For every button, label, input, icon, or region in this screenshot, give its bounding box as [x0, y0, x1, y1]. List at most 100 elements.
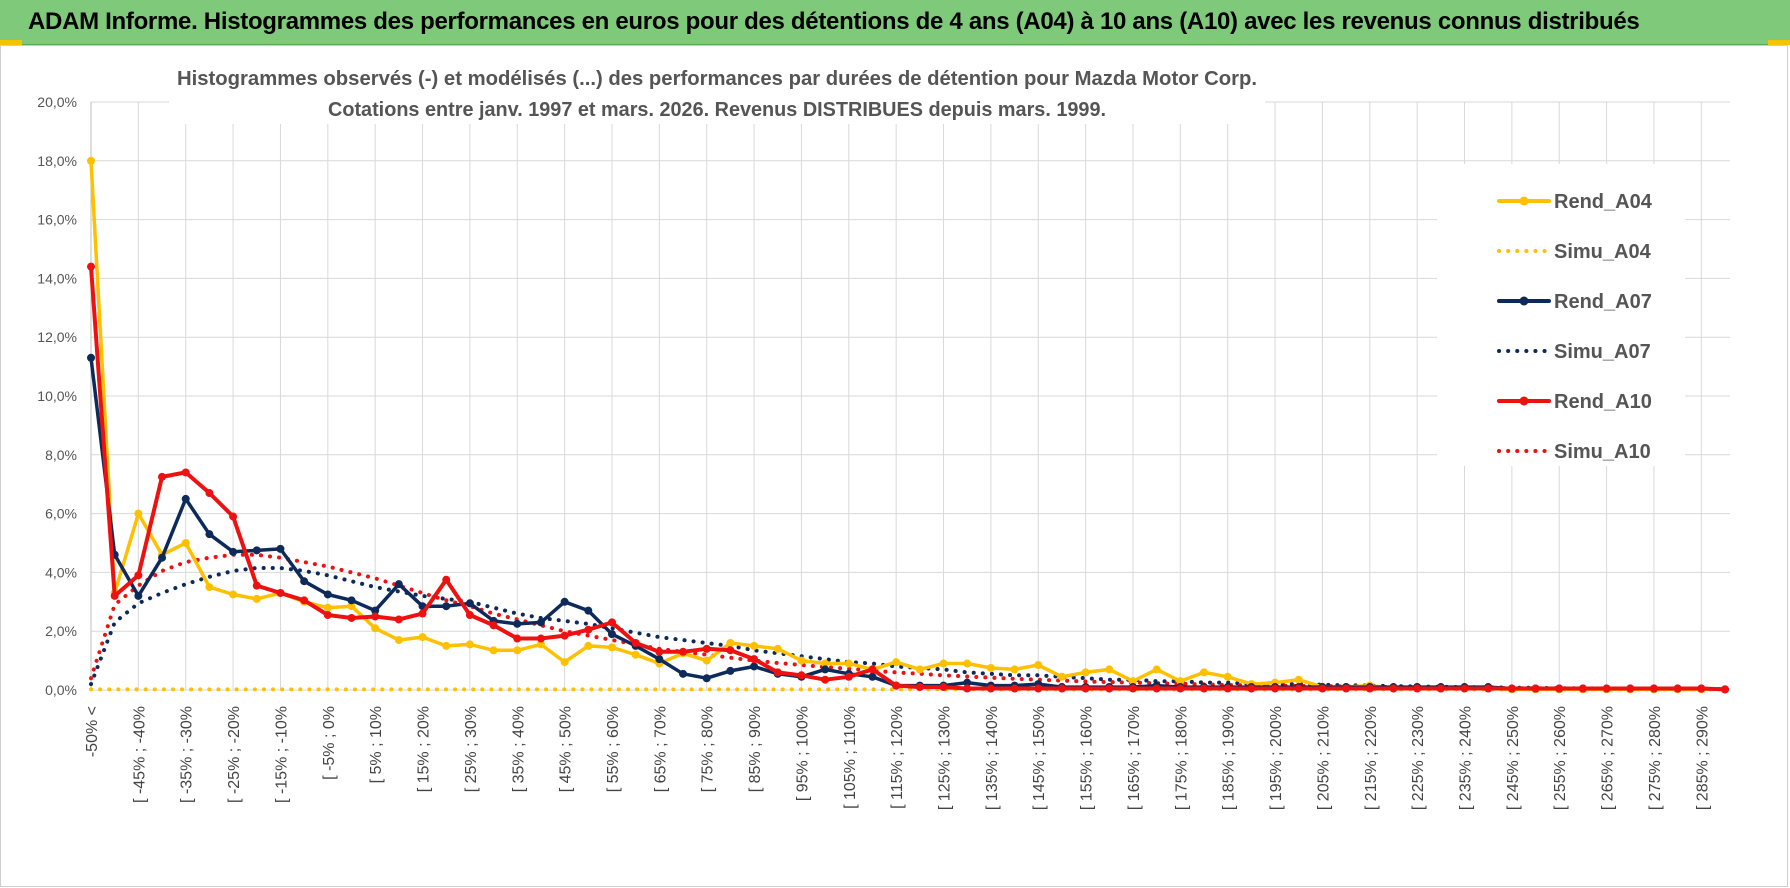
- data-point-rend_a04: [892, 658, 901, 667]
- data-point-rend_a10: [1128, 684, 1137, 693]
- x-tick-label: [ 75% ; 80%: [700, 706, 717, 792]
- data-point-rend_a07: [679, 669, 688, 678]
- data-point-rend_a04: [87, 156, 95, 165]
- series-line-simu_a07: [89, 566, 1727, 692]
- data-point-rend_a07: [442, 602, 451, 611]
- data-point-rend_a10: [1649, 684, 1658, 693]
- data-point-rend_a10: [252, 581, 261, 590]
- data-point-rend_a10: [1413, 684, 1422, 693]
- data-point-rend_a10: [1294, 684, 1303, 693]
- x-tick-label: [ -5% ; 0%: [321, 706, 338, 780]
- data-point-rend_a04: [584, 641, 593, 650]
- data-point-rend_a04: [371, 624, 380, 633]
- data-point-rend_a04: [347, 602, 356, 611]
- data-point-rend_a07: [300, 577, 309, 586]
- data-point-rend_a04: [181, 539, 190, 547]
- x-tick-label: [ 175% ; 180%: [1173, 706, 1190, 810]
- data-point-rend_a04: [560, 658, 569, 667]
- y-tick-label: 2,0%: [45, 623, 77, 639]
- data-point-rend_a07: [371, 606, 380, 615]
- data-point-rend_a07: [560, 597, 569, 606]
- data-point-rend_a04: [607, 643, 616, 652]
- data-point-rend_a10: [1697, 684, 1706, 693]
- data-point-rend_a10: [1176, 684, 1185, 693]
- header-accent-right: [1768, 40, 1790, 45]
- data-point-rend_a04: [442, 641, 451, 650]
- data-point-rend_a04: [1176, 677, 1185, 686]
- header-accent-left: [0, 40, 22, 45]
- data-point-rend_a04: [134, 509, 143, 518]
- data-point-rend_a10: [679, 647, 688, 656]
- legend-marker-rend_a07: [1519, 296, 1529, 306]
- data-point-rend_a10: [465, 611, 474, 620]
- data-point-rend_a10: [1105, 684, 1114, 693]
- data-point-rend_a10: [1555, 684, 1564, 693]
- data-point-rend_a10: [181, 468, 190, 477]
- data-point-rend_a04: [1010, 665, 1019, 674]
- data-point-rend_a04: [489, 646, 498, 655]
- data-point-rend_a10: [87, 262, 95, 271]
- x-tick-label: [ 285% ; 290%: [1694, 706, 1711, 810]
- data-point-rend_a04: [750, 641, 759, 650]
- data-point-rend_a10: [1365, 684, 1374, 693]
- data-point-rend_a07: [702, 674, 711, 683]
- data-point-rend_a04: [797, 656, 806, 665]
- x-tick-label: [ 95% ; 100%: [794, 706, 811, 801]
- data-point-rend_a10: [773, 668, 782, 677]
- data-point-rend_a10: [1057, 684, 1066, 693]
- data-point-rend_a10: [1342, 684, 1351, 693]
- data-point-rend_a04: [418, 633, 427, 642]
- x-tick-label: [ 225% ; 230%: [1410, 706, 1427, 810]
- report-title: ADAM Informe. Histogrammes des performan…: [28, 8, 1640, 35]
- y-tick-label: 14,0%: [37, 270, 77, 286]
- data-point-rend_a04: [229, 590, 238, 599]
- data-point-rend_a04: [939, 659, 948, 668]
- legend-marker-rend_a04: [1519, 196, 1529, 206]
- data-point-rend_a10: [513, 634, 522, 643]
- data-point-rend_a04: [1105, 665, 1114, 674]
- x-tick-label: [ 245% ; 250%: [1505, 706, 1522, 810]
- x-tick-label: [ 235% ; 240%: [1458, 706, 1475, 810]
- legend-label-rend_a04: Rend_A04: [1554, 191, 1653, 213]
- data-point-rend_a10: [418, 609, 427, 618]
- data-point-rend_a10: [631, 638, 640, 647]
- series-line-rend_a10: [89, 264, 1727, 692]
- x-tick-label: [ -25% ; -20%: [226, 706, 243, 803]
- x-tick-label: [ -45% ; -40%: [131, 706, 148, 803]
- data-point-rend_a10: [205, 489, 214, 498]
- data-point-rend_a10: [1578, 684, 1587, 693]
- legend-label-rend_a10: Rend_A10: [1554, 391, 1652, 413]
- data-point-rend_a10: [607, 618, 616, 627]
- data-point-rend_a10: [1602, 684, 1611, 693]
- legend-label-rend_a07: Rend_A07: [1554, 291, 1652, 313]
- data-point-rend_a10: [939, 683, 948, 692]
- data-point-rend_a10: [1721, 685, 1729, 694]
- x-tick-label: [ 105% ; 110%: [842, 706, 859, 809]
- data-point-rend_a07: [607, 630, 616, 639]
- x-tick-label: [ 125% ; 130%: [937, 706, 954, 810]
- data-point-rend_a07: [205, 530, 214, 539]
- data-point-rend_a10: [1318, 684, 1327, 693]
- y-tick-label: 12,0%: [37, 329, 77, 345]
- data-point-rend_a10: [868, 665, 877, 674]
- x-tick-label: [ 55% ; 60%: [605, 706, 622, 792]
- y-tick-label: 6,0%: [45, 506, 77, 522]
- data-point-rend_a10: [158, 472, 167, 481]
- y-tick-label: 16,0%: [37, 212, 77, 228]
- y-tick-label: 10,0%: [37, 388, 77, 404]
- data-point-rend_a10: [986, 684, 995, 693]
- data-point-rend_a10: [915, 683, 924, 692]
- x-tick-label: -50% <: [84, 706, 101, 757]
- data-point-rend_a10: [347, 613, 356, 622]
- data-point-rend_a04: [1223, 672, 1232, 681]
- y-tick-label: 0,0%: [45, 682, 77, 698]
- data-point-rend_a10: [750, 655, 759, 664]
- data-point-rend_a10: [1626, 684, 1635, 693]
- data-point-rend_a07: [750, 662, 759, 671]
- data-point-rend_a04: [1128, 677, 1137, 686]
- data-point-rend_a10: [1436, 684, 1445, 693]
- x-tick-label: [ 35% ; 40%: [510, 706, 527, 792]
- data-point-rend_a10: [844, 672, 853, 681]
- data-point-rend_a10: [892, 681, 901, 690]
- data-point-rend_a04: [963, 659, 972, 668]
